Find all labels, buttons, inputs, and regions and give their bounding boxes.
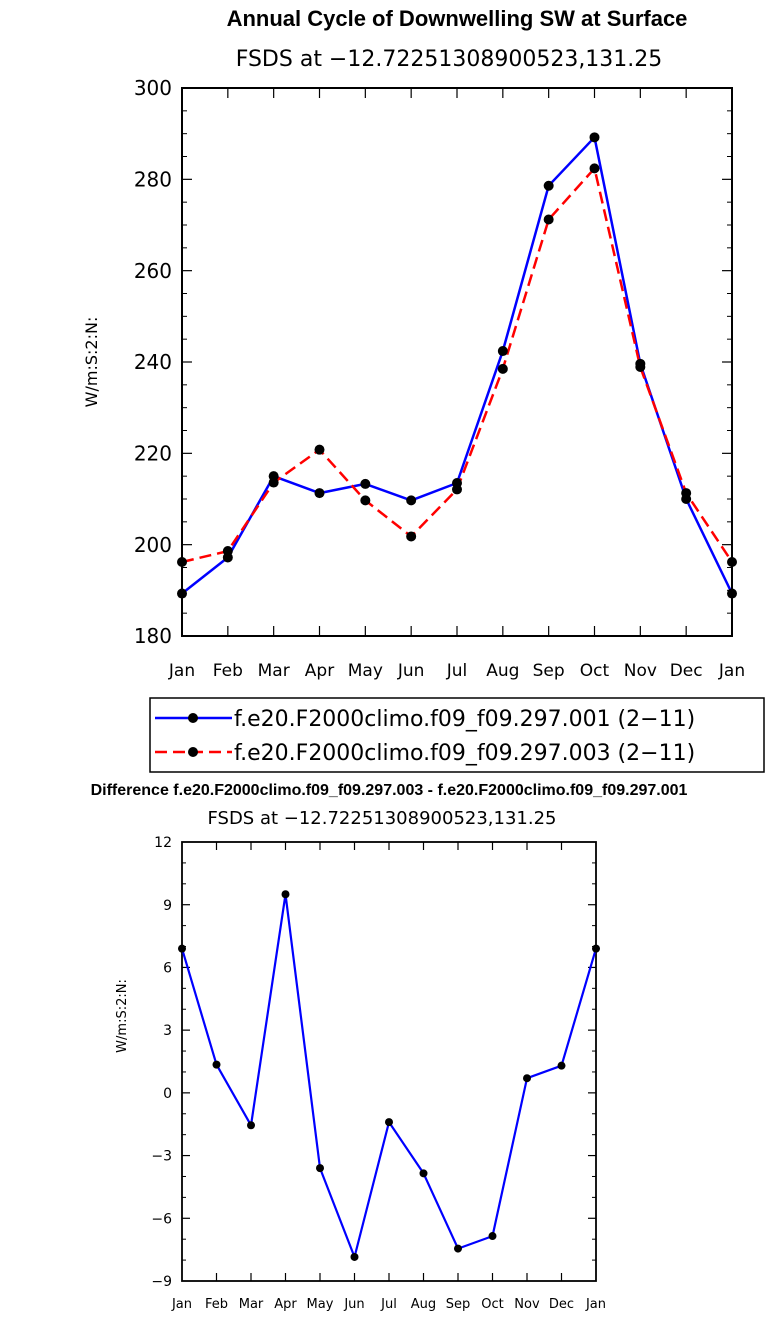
chart2-series-1-point [523,1074,531,1083]
legend-marker-series-1 [188,713,198,723]
chart1-series-2-point [314,444,325,455]
chart2-series-1-point [212,1060,221,1069]
chart2-xtick-label: May [307,1297,334,1312]
chart2-xtick-label: Oct [481,1297,504,1312]
chart1-series-1-point [497,346,508,357]
chart1-title: Annual Cycle of Downwelling SW at Surfac… [227,6,688,31]
chart1-series-1-point [314,488,325,499]
chart2-xtick-label: Jul [380,1297,397,1312]
chart1-series-2-point [452,484,462,495]
chart1-frame [181,87,733,637]
chart1-plot: 180 200 220 240 260 280 300 Jan Feb Mar Apr May Jun J… [134,76,745,681]
chart2-series-1-point [385,1118,393,1127]
chart1-xtick-label: May [348,661,383,681]
chart2-ytick-label: −6 [151,1211,172,1227]
chart2-xtick-label: Apr [274,1297,297,1312]
chart2-xtick-label: Mar [239,1297,264,1312]
chart2-xtick-label: Sep [446,1297,471,1312]
chart1-xtick-label: Aug [486,661,519,681]
chart2-xtick-label: Aug [411,1297,436,1312]
chart1-series-2-point [222,546,233,557]
chart1-xtick-label: Jan [168,661,195,681]
chart2-xtick-label: Dec [549,1297,574,1312]
chart2-xtick-label: Jan [585,1297,606,1312]
chart2-series-1-point [316,1164,324,1173]
chart2-ytick-label: 9 [163,898,172,914]
chart1-series-2-point [360,495,371,506]
chart1-xtick-label: Jun [397,661,425,681]
chart1-ytick-label: 240 [134,350,172,374]
chart2-xtick-label: Jan [171,1297,192,1312]
chart2-frame [181,841,597,1282]
chart1-subtitle: FSDS at −12.72251308900523,131.25 [236,47,663,72]
chart2-xtick-label: Nov [514,1297,540,1312]
chart2-series-1-point [488,1232,497,1241]
chart2-series-1-point [454,1244,462,1253]
chart1-series-1-point [589,132,600,143]
chart1-series-2-point [543,214,554,225]
chart1-legend: f.e20.F2000climo.f09_f09.297.001 (2−11) … [149,697,765,773]
chart1-series-1-point [360,478,371,489]
chart2-plot: −9 −6 −3 0 3 6 9 12 Jan Feb Mar Apr May Jun Jul Aug Sep O… [151,835,606,1312]
chart2-series-1-point [350,1252,359,1261]
chart1-xtick-label: Oct [580,661,610,681]
chart1-ytick-label: 180 [134,624,172,648]
chart1-ylabel: W/m:S:2:N: [82,317,101,408]
chart2-xtick-label: Jun [343,1297,364,1312]
chart1-series-2-point [681,488,692,499]
chart1-series-2-point [406,531,417,542]
chart2-ytick-label: 0 [163,1086,172,1102]
chart1-xtick-label: Jul [446,661,468,681]
chart1-series-2-point [268,477,279,488]
chart1-ytick-label: 220 [134,442,172,466]
legend-marker-series-2 [188,747,198,757]
chart2-xtick-label: Feb [205,1297,228,1312]
chart1-series-2-point [727,557,737,568]
chart1-series-1-line [181,136,734,595]
chart2-series-1-point [281,890,290,899]
chart1-series-1-point [727,588,737,599]
chart2-ytick-label: −3 [151,1149,172,1165]
chart1-series-2-line [181,167,734,564]
chart2-ylabel: W/m:S:2:N: [115,979,130,1053]
chart2-ytick-label: 6 [163,960,172,976]
chart2-subtitle: FSDS at −12.72251308900523,131.25 [207,808,556,829]
chart1-xtick-label: Dec [670,661,703,681]
chart2-series-1-point [557,1061,566,1070]
legend-box [149,697,765,773]
chart2-series-1-point [419,1169,428,1178]
chart1-series-2-point [177,557,187,568]
chart2-series-1-point [247,1121,255,1130]
chart1-series-1-point [406,495,417,506]
chart2-ytick-label: 3 [163,1023,172,1039]
chart1-series-1-point [177,588,187,599]
chart1-ytick-label: 300 [134,76,172,100]
chart1-series-2-point [497,363,508,374]
chart1-series-1-point [543,180,554,191]
chart1-ytick-label: 260 [134,259,172,283]
chart2-ytick-label: −9 [151,1274,172,1290]
chart2-series-1-point [592,944,600,953]
chart1-series-2-point [635,362,646,373]
chart2-title: Difference f.e20.F2000climo.f09_f09.297.… [91,782,688,799]
chart2-ytick-label: 12 [154,835,172,851]
chart1-ytick-label: 200 [134,533,172,557]
chart1-xtick-label: Sep [533,661,565,681]
legend-label-series-1: f.e20.F2000climo.f09_f09.297.001 (2−11) [234,707,695,732]
legend-label-series-2: f.e20.F2000climo.f09_f09.297.003 (2−11) [234,741,695,766]
chart1-xtick-label: Jan [718,661,745,681]
chart1-xtick-label: Mar [258,661,290,681]
chart1-series-2-point [589,163,600,174]
chart1-xtick-label: Nov [624,661,657,681]
chart2-series-1-point [178,944,186,953]
chart2-series-1-line [180,893,598,1259]
chart1-ytick-label: 280 [134,168,172,192]
chart1-xtick-label: Apr [305,661,334,681]
chart1-xtick-label: Feb [213,661,243,681]
